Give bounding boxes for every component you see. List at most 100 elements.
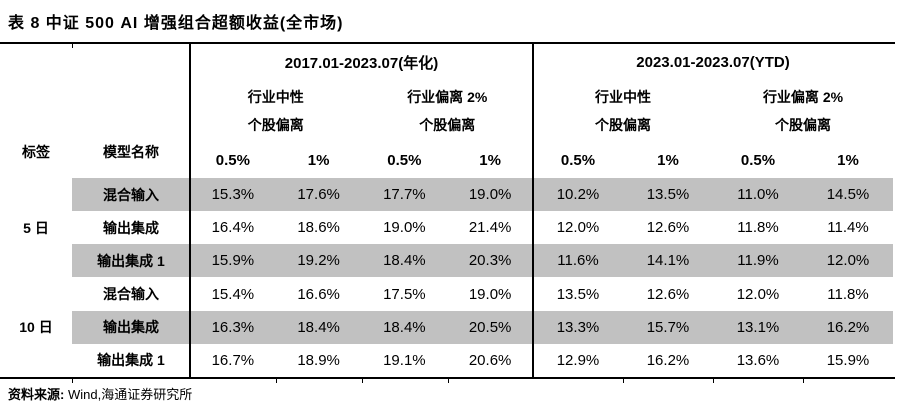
value-cell: 16.6% xyxy=(297,285,340,303)
value-cell: 21.4% xyxy=(468,219,512,237)
value-cell: 13.3% xyxy=(556,318,600,336)
source-text: Wind,海通证券研究所 xyxy=(67,387,193,402)
value-cell: 18.4% xyxy=(383,318,426,336)
subheader-line1: 行业偏离 2% xyxy=(407,89,488,106)
value-cell: 19.0% xyxy=(468,285,512,303)
row-group-5d: 5 日 xyxy=(23,219,49,236)
value-cell: 11.8% xyxy=(827,285,869,303)
value-cell: 15.3% xyxy=(211,186,255,204)
model-name-cell: 输出集成 xyxy=(103,219,159,236)
border-tick xyxy=(803,379,804,383)
value-cell: 18.4% xyxy=(383,252,426,270)
header-left: 标签 模型名称 xyxy=(0,44,190,178)
subheader-industry-neutral: 行业中性 个股偏离 xyxy=(190,80,362,142)
value-cell: 11.9% xyxy=(737,252,779,270)
border-tick xyxy=(72,44,73,48)
subheader-line2: 个股偏离 xyxy=(775,116,831,133)
border-tick xyxy=(448,379,449,383)
table-row: 输出集成 1 15.9% 19.2% 18.4% 20.3% 11.6% 14.… xyxy=(72,244,893,278)
header-group-ytd: 2023.01-2023.07(YTD) 行业中性 个股偏离 行业偏离 2% 个… xyxy=(533,44,893,178)
value-cell: 16.7% xyxy=(211,351,255,369)
subheader-industry-deviation: 行业偏离 2% 个股偏离 xyxy=(362,80,534,142)
percent-header: 1% xyxy=(479,151,501,169)
subheader-row: 行业中性 个股偏离 行业偏离 2% 个股偏离 xyxy=(190,80,533,142)
value-cell: 11.0% xyxy=(737,186,779,204)
value-cell: 16.3% xyxy=(211,318,255,336)
value-cell: 15.9% xyxy=(826,351,870,369)
value-cell: 12.0% xyxy=(556,219,600,237)
table-header: 标签 模型名称 2017.01-2023.07(年化) 行业中性 个股偏离 行业… xyxy=(0,44,893,178)
value-cell: 14.5% xyxy=(826,186,870,204)
border-tick xyxy=(72,379,73,383)
column-separator-groups xyxy=(532,43,534,377)
subheader-line1: 行业中性 xyxy=(247,89,304,106)
model-name-cell: 输出集成 xyxy=(103,319,159,336)
subheader-line2: 个股偏离 xyxy=(247,116,304,133)
value-cell: 20.6% xyxy=(468,351,512,369)
border-tick xyxy=(362,379,363,383)
value-cell: 13.1% xyxy=(736,318,780,336)
value-cell: 18.6% xyxy=(297,219,340,237)
table-row: 输出集成 1 16.7% 18.9% 19.1% 20.6% 12.9% 16.… xyxy=(72,344,893,377)
percent-header-row: 0.5% 1% 0.5% 1% xyxy=(533,142,893,178)
table-bottom-rule xyxy=(0,377,895,379)
period-header: 2023.01-2023.07(YTD) xyxy=(636,53,790,71)
value-cell: 14.1% xyxy=(646,252,690,270)
subheader-line2: 个股偏离 xyxy=(419,116,476,133)
value-cell: 19.1% xyxy=(383,351,426,369)
subheader-industry-deviation: 行业偏离 2% 个股偏离 xyxy=(713,80,893,142)
subheader-row: 行业中性 个股偏离 行业偏离 2% 个股偏离 xyxy=(533,80,893,142)
value-cell: 12.0% xyxy=(736,285,780,303)
value-cell: 18.4% xyxy=(297,318,340,336)
percent-header: 1% xyxy=(657,151,679,169)
value-cell: 16.2% xyxy=(826,318,870,336)
value-cell: 11.4% xyxy=(827,219,869,237)
table-title: 表 8 中证 500 AI 增强组合超额收益(全市场) xyxy=(8,15,344,32)
value-cell: 13.5% xyxy=(646,186,690,204)
model-name-cell: 混合输入 xyxy=(103,286,159,303)
value-cell: 11.6% xyxy=(557,252,599,270)
value-cell: 20.5% xyxy=(468,318,512,336)
value-cell: 17.6% xyxy=(297,186,340,204)
value-cell: 13.5% xyxy=(556,285,600,303)
header-group-annualized: 2017.01-2023.07(年化) 行业中性 个股偏离 行业偏离 2% 个股… xyxy=(190,44,533,178)
period-header: 2017.01-2023.07(年化) xyxy=(284,54,439,72)
value-cell: 10.2% xyxy=(556,186,600,204)
value-cell: 19.0% xyxy=(383,219,426,237)
percent-header: 0.5% xyxy=(387,151,422,169)
table-body: 5 日 10 日 混合输入 15.3% 17.6% 17.7% 19.0% 10… xyxy=(0,178,893,377)
subheader-line1: 行业中性 xyxy=(595,89,651,106)
percent-header: 0.5% xyxy=(740,151,776,169)
column-header-label: 标签 xyxy=(22,144,50,160)
value-cell: 17.5% xyxy=(383,285,426,303)
source-label: 资料来源: xyxy=(8,387,65,402)
percent-header: 1% xyxy=(837,151,859,169)
value-cell: 17.7% xyxy=(383,186,426,204)
data-rows: 混合输入 15.3% 17.6% 17.7% 19.0% 10.2% 13.5%… xyxy=(72,178,893,377)
value-cell: 19.0% xyxy=(468,186,512,204)
subheader-line2: 个股偏离 xyxy=(595,116,651,133)
value-cell: 20.3% xyxy=(468,252,512,270)
subheader-line1: 行业偏离 2% xyxy=(762,89,844,106)
border-tick xyxy=(713,379,714,383)
table-row: 混合输入 15.3% 17.6% 17.7% 19.0% 10.2% 13.5%… xyxy=(72,178,893,212)
value-cell: 15.9% xyxy=(211,252,255,270)
percent-header: 0.5% xyxy=(560,151,596,169)
value-cell: 12.6% xyxy=(646,219,690,237)
percent-header: 0.5% xyxy=(215,151,250,169)
border-tick xyxy=(623,379,624,383)
value-cell: 13.6% xyxy=(736,351,780,369)
row-group-labels: 5 日 10 日 xyxy=(0,178,72,377)
value-cell: 15.7% xyxy=(646,318,690,336)
title-rule xyxy=(0,42,895,44)
column-separator-model xyxy=(189,43,191,377)
value-cell: 16.4% xyxy=(211,219,255,237)
value-cell: 12.0% xyxy=(826,252,870,270)
model-name-cell: 输出集成 1 xyxy=(97,352,165,369)
model-name-cell: 输出集成 1 xyxy=(97,252,165,269)
border-tick xyxy=(276,379,277,383)
value-cell: 12.6% xyxy=(646,285,690,303)
subheader-industry-neutral: 行业中性 个股偏离 xyxy=(533,80,713,142)
table-row: 混合输入 15.4% 16.6% 17.5% 19.0% 13.5% 12.6%… xyxy=(72,277,893,310)
